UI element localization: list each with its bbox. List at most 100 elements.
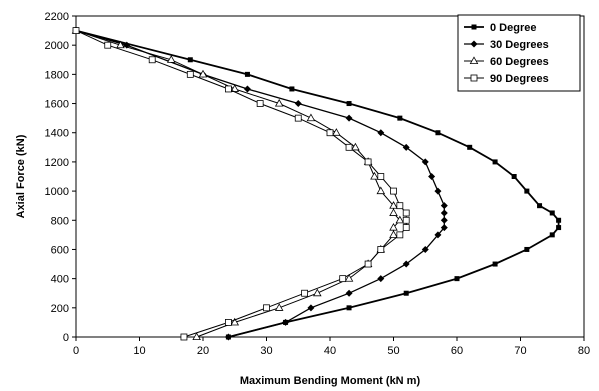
series-line bbox=[75, 30, 407, 338]
y-tick-label: 2200 bbox=[45, 11, 69, 23]
data-point bbox=[351, 142, 360, 151]
data-point bbox=[345, 114, 353, 122]
x-tick-label: 60 bbox=[451, 345, 463, 357]
data-point bbox=[396, 202, 404, 210]
data-point bbox=[166, 55, 176, 63]
data-point bbox=[344, 274, 354, 282]
data-point bbox=[511, 174, 517, 179]
data-point bbox=[434, 187, 442, 195]
data-point bbox=[389, 201, 398, 209]
data-point bbox=[326, 129, 334, 137]
data-point bbox=[469, 56, 479, 64]
y-tick-label: 2000 bbox=[45, 40, 69, 52]
data-point bbox=[104, 41, 112, 49]
data-point bbox=[301, 289, 309, 297]
x-tick-label: 20 bbox=[197, 345, 209, 357]
data-point bbox=[537, 203, 543, 209]
y-tick-label: 1800 bbox=[45, 69, 69, 81]
legend-label: 0 Degree bbox=[490, 22, 536, 34]
data-point bbox=[470, 74, 478, 82]
y-tick-label: 800 bbox=[51, 215, 69, 227]
data-point bbox=[345, 143, 353, 151]
x-tick-label: 40 bbox=[324, 345, 336, 357]
series-layer bbox=[71, 25, 562, 341]
data-point bbox=[467, 144, 473, 150]
data-point bbox=[224, 319, 232, 326]
data-point bbox=[346, 305, 352, 311]
series-group bbox=[73, 28, 562, 340]
data-point bbox=[377, 246, 385, 253]
data-point bbox=[397, 115, 403, 121]
data-point bbox=[377, 275, 385, 283]
data-point bbox=[339, 275, 347, 283]
y-tick-label: 1200 bbox=[45, 157, 69, 169]
series-group bbox=[71, 25, 405, 341]
data-point bbox=[187, 57, 193, 63]
data-point bbox=[402, 224, 410, 231]
y-tick-label: 1400 bbox=[45, 128, 69, 140]
data-point bbox=[524, 246, 530, 252]
x-tick-label: 0 bbox=[73, 345, 79, 357]
data-point bbox=[192, 332, 201, 341]
legend-item: 30 Degrees bbox=[464, 39, 549, 51]
legend-label: 60 Degrees bbox=[490, 56, 549, 68]
data-point bbox=[346, 101, 352, 107]
data-point bbox=[224, 85, 232, 93]
data-point bbox=[421, 245, 429, 253]
data-point bbox=[282, 318, 290, 326]
data-point bbox=[389, 208, 398, 216]
data-point bbox=[230, 317, 240, 326]
data-point bbox=[402, 216, 410, 224]
legend-label: 30 Degrees bbox=[490, 39, 549, 51]
data-point bbox=[421, 158, 429, 166]
data-point bbox=[345, 289, 353, 297]
data-point bbox=[186, 70, 194, 78]
data-point bbox=[402, 209, 410, 217]
data-point bbox=[435, 130, 441, 136]
data-point bbox=[377, 129, 385, 137]
data-point bbox=[377, 173, 385, 180]
data-point bbox=[370, 171, 379, 180]
data-point bbox=[403, 290, 409, 296]
y-tick-label: 200 bbox=[51, 303, 69, 315]
x-tick-label: 30 bbox=[260, 345, 272, 357]
data-point bbox=[306, 113, 316, 122]
data-point bbox=[471, 24, 477, 30]
data-point bbox=[244, 71, 250, 77]
data-point bbox=[396, 231, 404, 239]
data-point bbox=[556, 225, 562, 231]
legend: 0 Degree 30 Degrees 60 Degrees 90 Degrees bbox=[457, 14, 581, 92]
y-tick-label: 400 bbox=[51, 274, 69, 286]
data-point bbox=[376, 186, 386, 195]
data-point bbox=[389, 222, 398, 231]
data-point bbox=[524, 188, 530, 194]
legend-label: 90 Degrees bbox=[490, 73, 549, 85]
data-point bbox=[180, 333, 188, 341]
y-tick-label: 1600 bbox=[45, 99, 69, 111]
data-point bbox=[307, 304, 315, 312]
data-point bbox=[395, 215, 405, 224]
series-line bbox=[75, 30, 401, 338]
data-point bbox=[470, 40, 478, 48]
legend-item: 90 Degrees bbox=[464, 73, 549, 85]
data-point bbox=[492, 159, 498, 165]
x-tick-label: 70 bbox=[514, 345, 526, 357]
data-point bbox=[294, 114, 302, 122]
data-point bbox=[440, 224, 448, 232]
data-point bbox=[294, 100, 302, 108]
data-point bbox=[364, 260, 372, 268]
data-point bbox=[263, 304, 270, 312]
data-point bbox=[224, 333, 232, 341]
data-point bbox=[389, 230, 398, 238]
data-point bbox=[440, 209, 448, 217]
data-point bbox=[313, 288, 322, 297]
data-point bbox=[440, 216, 448, 224]
series-group bbox=[72, 27, 448, 341]
data-point bbox=[556, 217, 562, 223]
data-point bbox=[549, 210, 555, 216]
data-point bbox=[256, 100, 264, 107]
data-point bbox=[72, 27, 80, 34]
y-tick-label: 600 bbox=[51, 244, 69, 256]
data-point bbox=[402, 260, 410, 268]
